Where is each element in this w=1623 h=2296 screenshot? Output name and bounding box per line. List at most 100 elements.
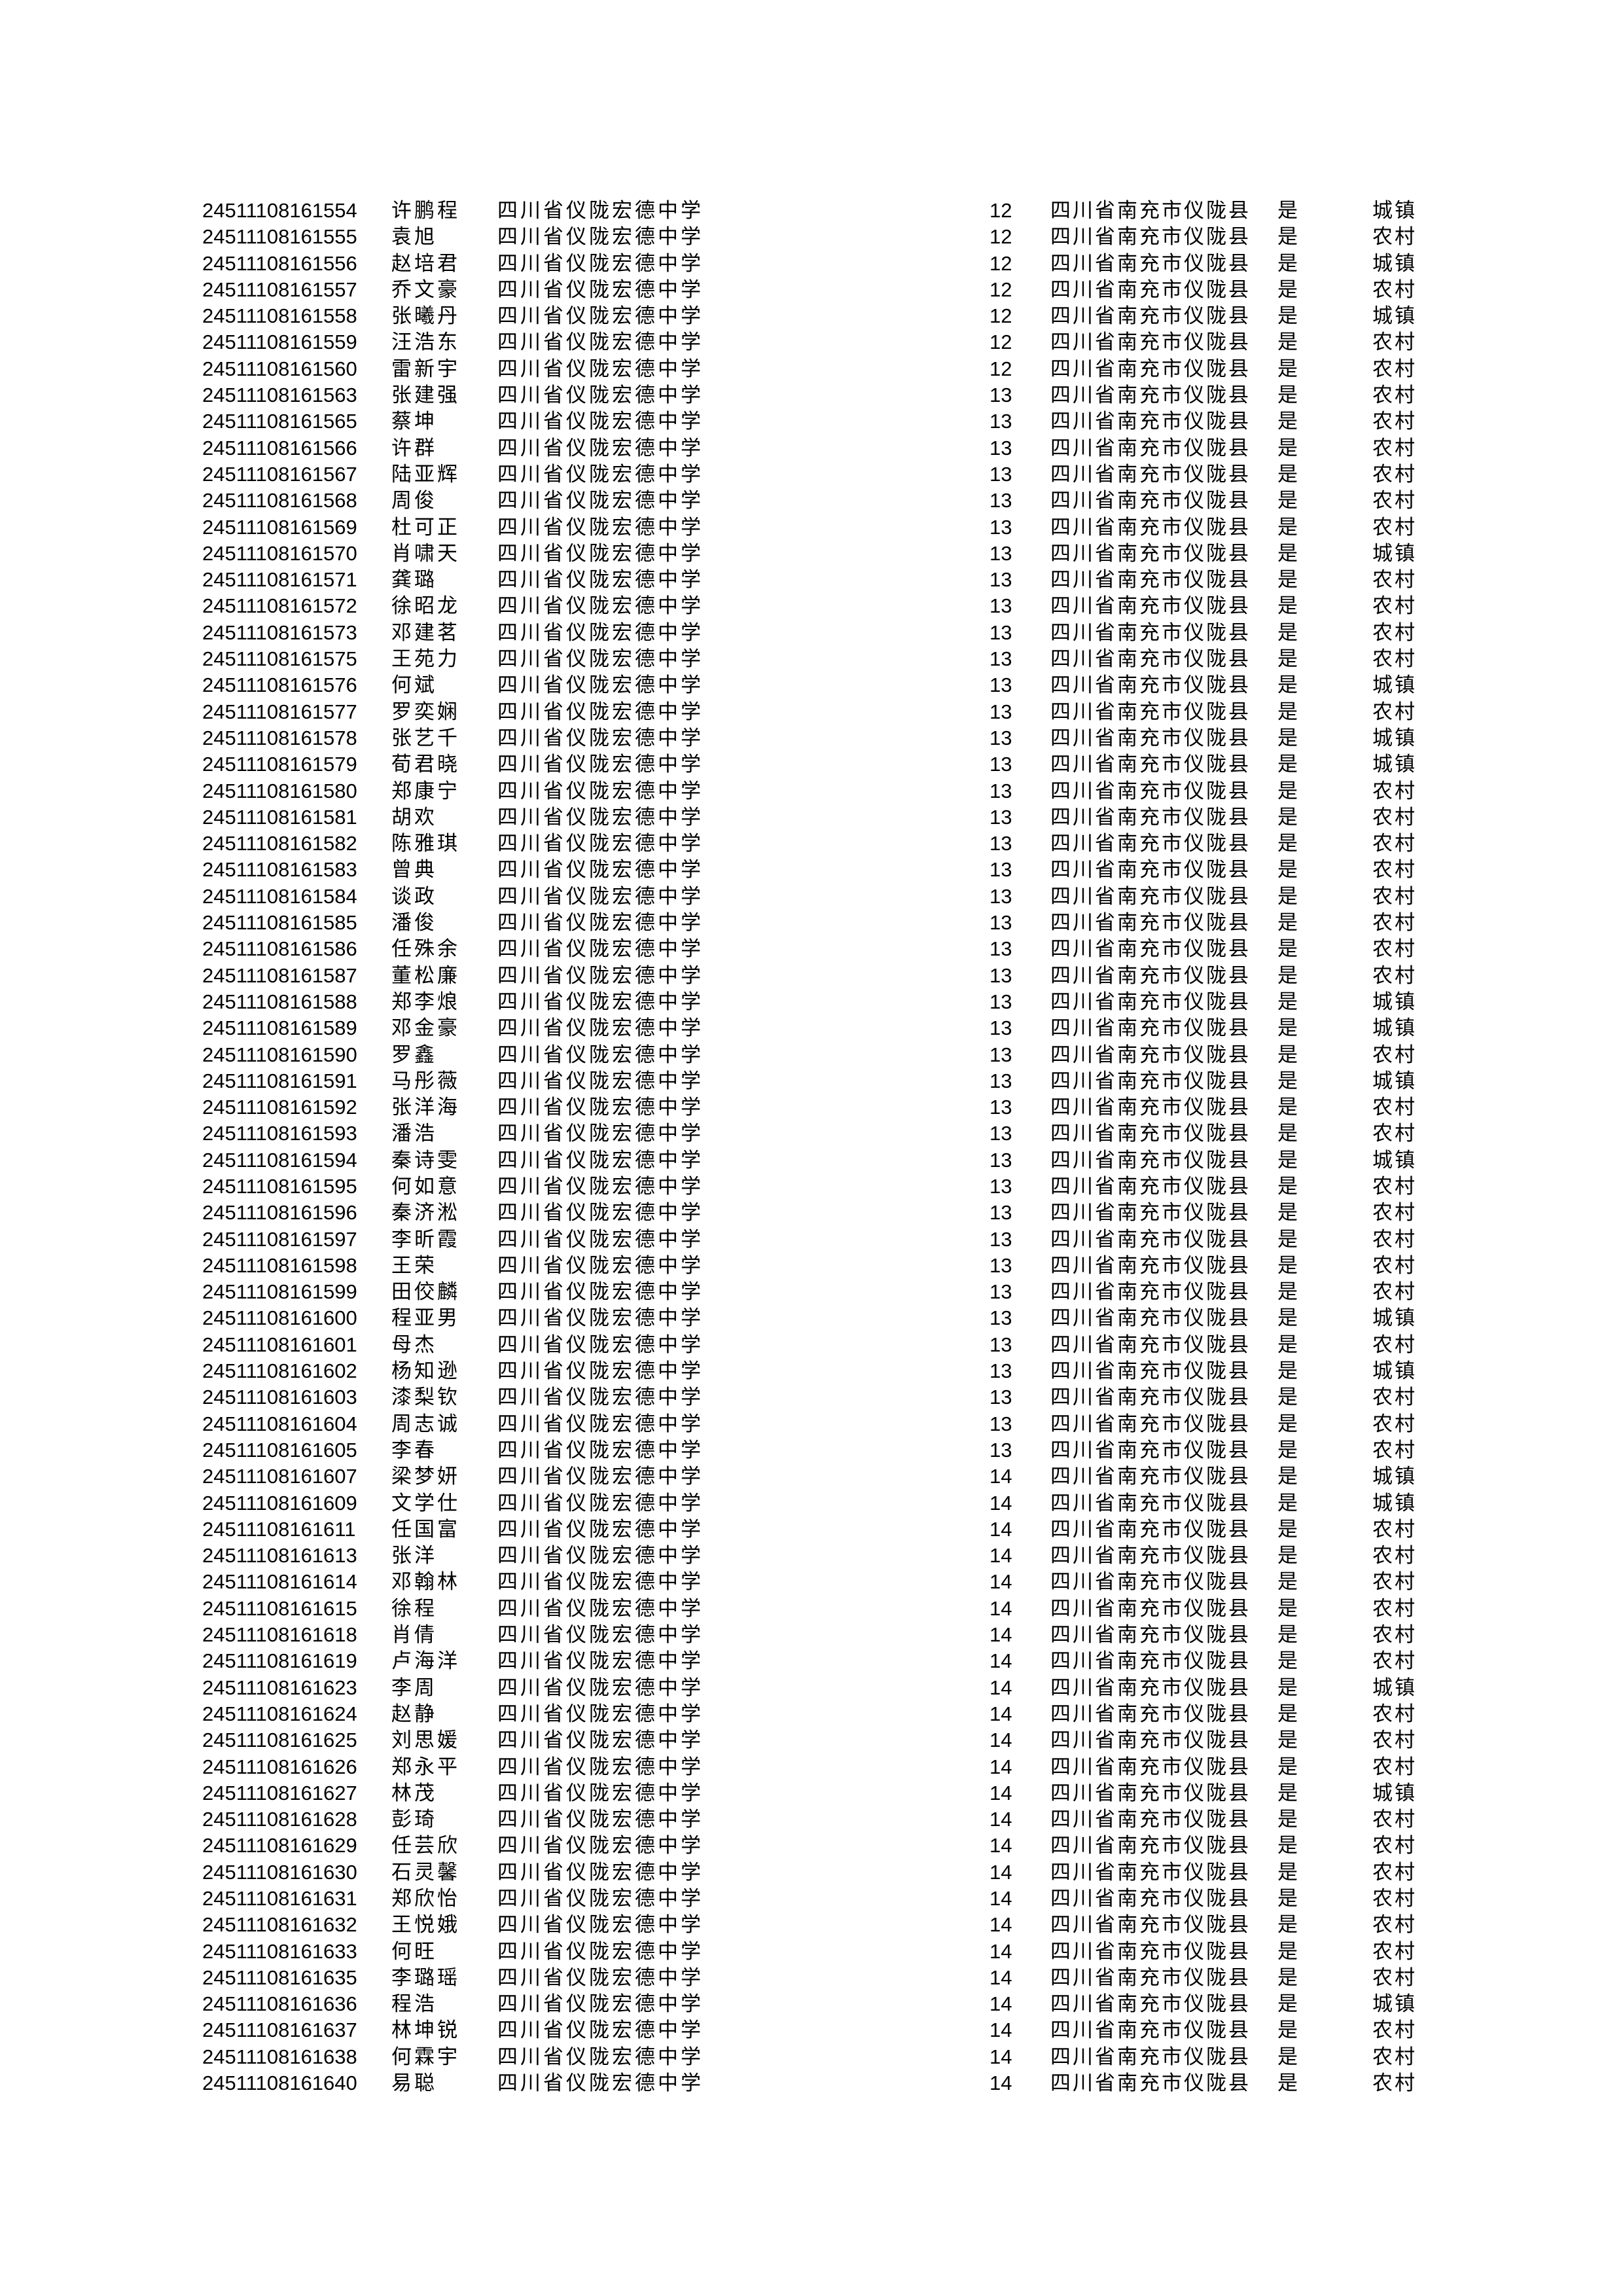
table-row: 24511108161627 林茂 四川省仪陇宏德中学 14 四川省南充市仪陇县 是 城镇 — [0, 1780, 1623, 1806]
grade-value: 13 — [990, 1201, 1012, 1225]
region-name: 四川省南充市仪陇县 — [1050, 331, 1251, 354]
hukou-type: 城镇 — [1372, 251, 1417, 275]
school-name: 四川省仪陇宏德中学 — [497, 1781, 704, 1804]
flag-value: 是 — [1277, 1649, 1298, 1673]
table-row: 24511108161609 文学仕 四川省仪陇宏德中学 14 四川省南充市仪陇县 是 城镇 — [0, 1490, 1623, 1516]
grade-value: 13 — [990, 858, 1012, 882]
table-row: 24511108161563 张建强 四川省仪陇宏德中学 13 四川省南充市仪陇县 是 农村 — [0, 382, 1623, 408]
grade-value: 13 — [990, 1122, 1012, 1145]
student-id: 24511108161581 — [202, 805, 357, 829]
student-name: 徐昭龙 — [391, 594, 460, 618]
region-name: 四川省南充市仪陇县 — [1050, 489, 1251, 512]
hukou-type: 农村 — [1372, 1887, 1417, 1910]
student-name: 许群 — [391, 436, 437, 459]
flag-value: 是 — [1277, 1887, 1298, 1910]
hukou-type: 农村 — [1372, 2072, 1417, 2095]
hukou-type: 农村 — [1372, 1174, 1417, 1198]
table-row: 24511108161594 秦诗雯 四川省仪陇宏德中学 13 四川省南充市仪陇县 是 城镇 — [0, 1147, 1623, 1174]
table-row: 24511108161605 李春 四川省仪陇宏德中学 13 四川省南充市仪陇县 是 农村 — [0, 1437, 1623, 1463]
hukou-type: 城镇 — [1372, 304, 1417, 328]
flag-value: 是 — [1277, 2045, 1298, 2068]
grade-value: 13 — [990, 779, 1012, 802]
student-id: 24511108161571 — [202, 568, 357, 592]
student-name: 马彤薇 — [391, 1069, 460, 1092]
table-row: 24511108161583 曾典 四川省仪陇宏德中学 13 四川省南充市仪陇县 是 农村 — [0, 857, 1623, 883]
hukou-type: 农村 — [1372, 647, 1417, 671]
grade-value: 12 — [990, 357, 1012, 380]
student-name: 陆亚辉 — [391, 462, 460, 486]
region-name: 四川省南充市仪陇县 — [1050, 541, 1251, 565]
hukou-type: 农村 — [1372, 489, 1417, 512]
school-name: 四川省仪陇宏德中学 — [497, 410, 704, 433]
table-row: 24511108161577 罗奕娴 四川省仪陇宏德中学 13 四川省南充市仪陇县 是 农村 — [0, 699, 1623, 725]
table-row: 24511108161584 谈政 四川省仪陇宏德中学 13 四川省南充市仪陇县 是 农村 — [0, 884, 1623, 910]
hukou-type: 农村 — [1372, 858, 1417, 882]
flag-value: 是 — [1277, 541, 1298, 565]
region-name: 四川省南充市仪陇县 — [1050, 304, 1251, 328]
student-id: 24511108161619 — [202, 1649, 357, 1673]
student-name: 梁梦妍 — [391, 1465, 460, 1488]
student-name: 秦济淞 — [391, 1201, 460, 1225]
school-name: 四川省仪陇宏德中学 — [497, 278, 704, 301]
school-name: 四川省仪陇宏德中学 — [497, 384, 704, 407]
school-name: 四川省仪陇宏德中学 — [497, 515, 704, 539]
flag-value: 是 — [1277, 1913, 1298, 1937]
student-id: 24511108161595 — [202, 1174, 357, 1198]
flag-value: 是 — [1277, 278, 1298, 301]
region-name: 四川省南充市仪陇县 — [1050, 1676, 1251, 1699]
school-name: 四川省仪陇宏德中学 — [497, 1465, 704, 1488]
school-name: 四川省仪陇宏德中学 — [497, 753, 704, 776]
hukou-type: 农村 — [1372, 594, 1417, 618]
flag-value: 是 — [1277, 937, 1298, 961]
school-name: 四川省仪陇宏德中学 — [497, 911, 704, 935]
hukou-type: 农村 — [1372, 832, 1417, 855]
grade-value: 13 — [990, 515, 1012, 539]
region-name: 四川省南充市仪陇县 — [1050, 647, 1251, 671]
table-row: 24511108161589 邓金豪 四川省仪陇宏德中学 13 四川省南充市仪陇县 是 城镇 — [0, 1015, 1623, 1041]
school-name: 四川省仪陇宏德中学 — [497, 1359, 704, 1383]
grade-value: 14 — [990, 1887, 1012, 1910]
flag-value: 是 — [1277, 858, 1298, 882]
student-id: 24511108161588 — [202, 990, 357, 1013]
grade-value: 14 — [990, 1570, 1012, 1594]
school-name: 四川省仪陇宏德中学 — [497, 884, 704, 908]
school-name: 四川省仪陇宏德中学 — [497, 1306, 704, 1330]
region-name: 四川省南充市仪陇县 — [1050, 410, 1251, 433]
table-row: 24511108161602 杨知逊 四川省仪陇宏德中学 13 四川省南充市仪陇县 是 城镇 — [0, 1358, 1623, 1384]
region-name: 四川省南充市仪陇县 — [1050, 1043, 1251, 1066]
table-row: 24511108161591 马彤薇 四川省仪陇宏德中学 13 四川省南充市仪陇县 是 城镇 — [0, 1068, 1623, 1094]
table-row: 24511108161571 龚璐 四川省仪陇宏德中学 13 四川省南充市仪陇县 是 农村 — [0, 567, 1623, 593]
school-name: 四川省仪陇宏德中学 — [497, 1729, 704, 1752]
hukou-type: 农村 — [1372, 1122, 1417, 1145]
hukou-type: 城镇 — [1372, 1016, 1417, 1040]
student-id: 24511108161584 — [202, 884, 357, 908]
table-row: 24511108161566 许群 四川省仪陇宏德中学 13 四川省南充市仪陇县 是 农村 — [0, 435, 1623, 461]
student-name: 石灵馨 — [391, 1860, 460, 1884]
student-id: 24511108161602 — [202, 1359, 357, 1383]
hukou-type: 农村 — [1372, 278, 1417, 301]
grade-value: 14 — [990, 1834, 1012, 1857]
student-id: 24511108161578 — [202, 726, 357, 749]
table-row: 24511108161570 肖啸天 四川省仪陇宏德中学 13 四川省南充市仪陇县 是 城镇 — [0, 541, 1623, 567]
hukou-type: 农村 — [1372, 1623, 1417, 1647]
flag-value: 是 — [1277, 1280, 1298, 1304]
hukou-type: 城镇 — [1372, 1781, 1417, 1804]
flag-value: 是 — [1277, 647, 1298, 671]
student-id: 24511108161579 — [202, 753, 357, 776]
student-name: 荀君晓 — [391, 753, 460, 776]
grade-value: 14 — [990, 1517, 1012, 1541]
school-name: 四川省仪陇宏德中学 — [497, 1913, 704, 1937]
flag-value: 是 — [1277, 1096, 1298, 1119]
grade-value: 14 — [990, 1755, 1012, 1778]
hukou-type: 农村 — [1372, 1596, 1417, 1620]
hukou-type: 城镇 — [1372, 753, 1417, 776]
flag-value: 是 — [1277, 1808, 1298, 1831]
table-row: 24511108161585 潘俊 四川省仪陇宏德中学 13 四川省南充市仪陇县 是 农村 — [0, 910, 1623, 936]
grade-value: 13 — [990, 1386, 1012, 1409]
flag-value: 是 — [1277, 1544, 1298, 1568]
student-name: 何旺 — [391, 1939, 437, 1963]
school-name: 四川省仪陇宏德中学 — [497, 541, 704, 565]
student-id: 24511108161568 — [202, 489, 357, 512]
region-name: 四川省南充市仪陇县 — [1050, 1755, 1251, 1778]
grade-value: 12 — [990, 278, 1012, 301]
